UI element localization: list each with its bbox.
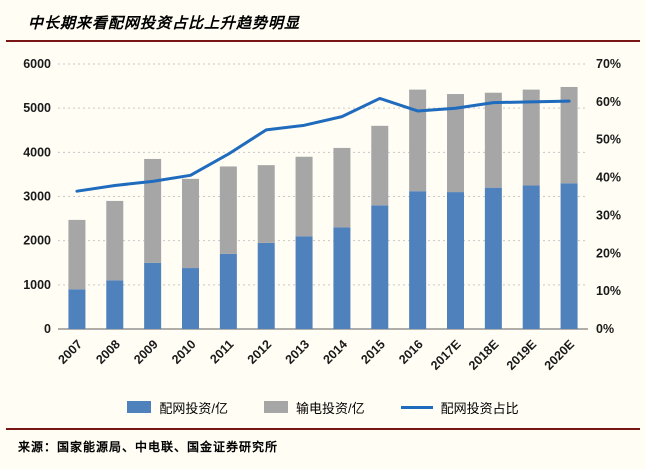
source-note: 来源：国家能源局、中电联、国金证券研究所 (18, 440, 279, 454)
svg-text:2008: 2008 (93, 337, 123, 367)
chart-legend: 配网投资/亿 输电投资/亿 配网投资占比 (6, 394, 640, 420)
svg-text:20%: 20% (596, 246, 621, 260)
source-rule (6, 428, 640, 430)
svg-text:40%: 40% (596, 171, 621, 185)
chart-svg: 0 1000 2000 3000 4000 5000 6000 0% 10% 20% 30% 40% 5… (23, 57, 621, 373)
stacked-bars (68, 86, 578, 329)
legend-item-distribution-investment: 配网投资/亿 (127, 398, 228, 417)
svg-text:2010: 2010 (169, 337, 199, 367)
svg-text:2018E: 2018E (466, 337, 501, 372)
title-rule (6, 40, 640, 42)
legend-swatch-ratio-line (400, 405, 433, 409)
svg-text:70%: 70% (596, 57, 621, 71)
svg-text:60%: 60% (596, 95, 621, 109)
svg-text:2019E: 2019E (504, 337, 539, 372)
svg-text:2014: 2014 (320, 337, 350, 367)
svg-text:6000: 6000 (23, 57, 51, 71)
svg-text:0: 0 (44, 322, 51, 336)
legend-swatch-distribution-bar (127, 401, 152, 413)
svg-text:3000: 3000 (23, 190, 51, 204)
svg-text:5000: 5000 (23, 101, 51, 115)
legend-item-transmission-investment: 输电投资/亿 (263, 398, 365, 417)
svg-text:10%: 10% (596, 284, 621, 298)
legend-item-distribution-ratio: 配网投资占比 (400, 398, 519, 417)
chart-area: 0 1000 2000 3000 4000 5000 6000 0% 10% 20% 30% 40% 5… (6, 44, 640, 420)
chart-title: 中长期来看配网投资占比上升趋势明显 (28, 15, 301, 32)
ratio-line (75, 96, 571, 193)
svg-text:2012: 2012 (245, 337, 275, 367)
svg-text:50%: 50% (596, 133, 621, 147)
legend-label-transmission: 输电投资/亿 (295, 400, 365, 416)
legend-label-distribution: 配网投资/亿 (159, 400, 228, 416)
legend-swatch-transmission-bar (263, 401, 288, 413)
svg-text:2007: 2007 (55, 337, 85, 367)
svg-text:1000: 1000 (23, 278, 51, 292)
svg-text:2016: 2016 (396, 337, 426, 367)
svg-text:0%: 0% (596, 322, 614, 336)
svg-text:2013: 2013 (283, 337, 313, 367)
svg-text:2020E: 2020E (542, 337, 577, 372)
svg-text:4000: 4000 (23, 145, 51, 159)
svg-text:30%: 30% (596, 208, 621, 222)
svg-text:2011: 2011 (207, 337, 236, 366)
svg-text:2015: 2015 (358, 337, 388, 367)
svg-text:2017E: 2017E (428, 337, 463, 372)
svg-text:2009: 2009 (131, 337, 161, 367)
svg-text:2000: 2000 (23, 234, 51, 248)
legend-label-ratio: 配网投资占比 (440, 400, 519, 416)
